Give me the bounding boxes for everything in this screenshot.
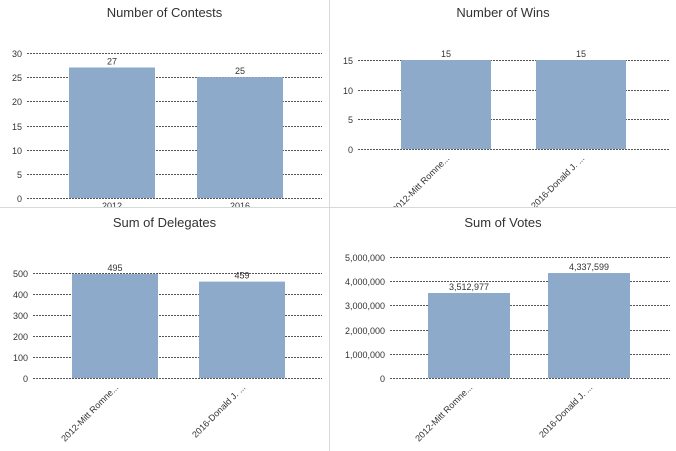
y-tick-label: 25 xyxy=(12,73,22,83)
y-tick-label: 0 xyxy=(17,194,22,204)
y-tick-label: 15 xyxy=(343,56,353,66)
bar-value-label: 27 xyxy=(107,57,117,67)
y-tick-label: 400 xyxy=(13,290,28,300)
y-tick-label: 500 xyxy=(13,269,28,279)
wins-bar-chart: 0 5 10 15 15 2012-Mitt Romne... 15 2016-Donald … xyxy=(343,49,670,207)
y-tick-label: 15 xyxy=(12,122,22,132)
x-category-label: 2016 xyxy=(230,201,250,207)
vertical-divider xyxy=(329,0,330,451)
horizontal-divider xyxy=(0,207,676,208)
x-category-label: 2016-Donald J. ... xyxy=(537,382,594,439)
bar xyxy=(197,77,283,198)
wins-chart-panel: Number of Wins 0 5 10 15 15 2012-Mitt Romne..… xyxy=(330,0,676,207)
x-category-label: 2016-Donald J. ... xyxy=(190,382,247,439)
y-tick-label: 5 xyxy=(17,170,22,180)
bar-value-label: 15 xyxy=(441,49,451,59)
y-tick-label: 1,000,000 xyxy=(345,350,385,360)
y-tick-label: 0 xyxy=(23,374,28,384)
bar-value-label: 3,512,977 xyxy=(449,282,489,292)
delegates-bar-chart: 0 100 200 300 400 500 495 2012-Mitt Romne... 459… xyxy=(13,263,322,444)
y-tick-label: 30 xyxy=(12,49,22,59)
chart-title: Sum of Votes xyxy=(464,215,542,230)
bar-value-label: 459 xyxy=(234,271,249,281)
x-category-label: 2012-Mitt Romne... xyxy=(413,382,474,443)
bar xyxy=(72,274,158,378)
bar xyxy=(199,281,285,378)
y-tick-label: 300 xyxy=(13,311,28,321)
delegates-chart-panel: Sum of Delegates 0 100 200 300 400 500 495 2012… xyxy=(0,208,329,451)
x-category-label: 2012-Mitt Romne... xyxy=(59,382,120,443)
y-tick-label: 5 xyxy=(348,115,353,125)
y-tick-label: 100 xyxy=(13,353,28,363)
contests-chart-panel: Number of Contests 0 5 10 15 20 25 30 27 2012 25 2… xyxy=(0,0,329,207)
bar xyxy=(548,273,630,378)
contests-bar-chart: 0 5 10 15 20 25 30 27 2012 25 2016 xyxy=(12,49,322,207)
bar-value-label: 495 xyxy=(107,263,122,273)
votes-bar-chart: 0 1,000,000 2,000,000 3,000,000 4,000,000 5,0… xyxy=(345,253,670,444)
bar xyxy=(69,67,155,198)
x-category-label: 2012 xyxy=(102,201,122,207)
y-tick-label: 20 xyxy=(12,97,22,107)
y-tick-label: 3,000,000 xyxy=(345,301,385,311)
bar xyxy=(401,60,491,149)
y-tick-label: 2,000,000 xyxy=(345,326,385,336)
bar xyxy=(428,292,510,378)
chart-title: Sum of Delegates xyxy=(112,215,217,230)
y-tick-label: 10 xyxy=(343,86,353,96)
bar xyxy=(536,60,626,149)
chart-title: Number of Wins xyxy=(456,5,550,20)
y-tick-label: 5,000,000 xyxy=(345,253,385,263)
x-category-label: 2016-Donald J. ... xyxy=(529,153,586,207)
bar-value-label: 25 xyxy=(235,66,245,76)
bar-value-label: 15 xyxy=(576,49,586,59)
y-tick-label: 200 xyxy=(13,332,28,342)
bar-value-label: 4,337,599 xyxy=(569,262,609,272)
votes-chart-panel: Sum of Votes 0 1,000,000 2,000,000 3,000,00… xyxy=(330,208,676,451)
y-tick-label: 0 xyxy=(380,374,385,384)
y-tick-label: 4,000,000 xyxy=(345,277,385,287)
y-tick-label: 10 xyxy=(12,146,22,156)
y-tick-label: 0 xyxy=(348,145,353,155)
x-category-label: 2012-Mitt Romne... xyxy=(390,153,451,207)
chart-title: Number of Contests xyxy=(106,5,223,20)
